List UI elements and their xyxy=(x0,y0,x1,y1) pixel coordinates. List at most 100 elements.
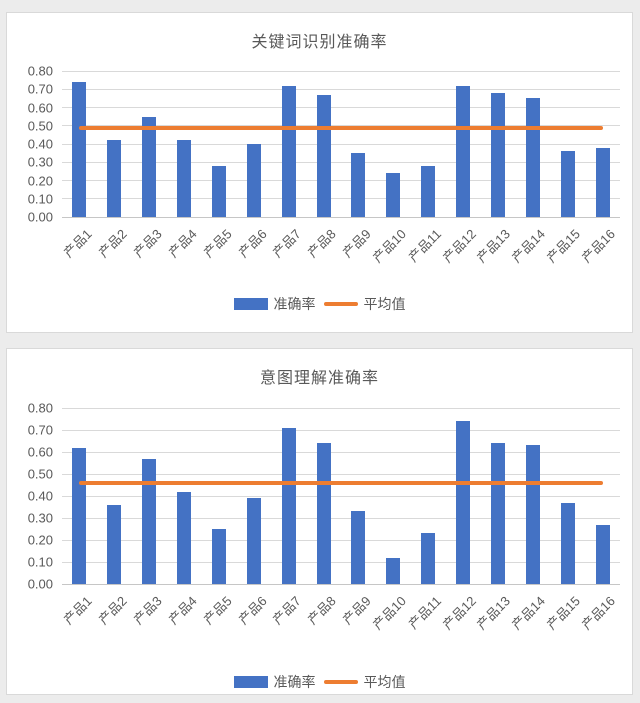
x-axis-label: 产品7 xyxy=(270,226,305,261)
x-axis-slot: 产品7 xyxy=(270,221,306,279)
gridline xyxy=(62,429,620,431)
x-axis-slot: 产品4 xyxy=(166,221,202,279)
bar-产品6 xyxy=(246,144,261,217)
legend-label: 准确率 xyxy=(273,296,316,312)
bar-slot xyxy=(132,408,167,584)
bar-slot xyxy=(515,71,550,217)
bar-产品8 xyxy=(316,94,331,217)
bar-slot xyxy=(411,408,446,584)
bar-slot xyxy=(515,408,550,584)
x-axis-slot: 产品5 xyxy=(200,221,237,279)
x-axis-label: 产品4 xyxy=(165,593,200,628)
bar-slot xyxy=(132,71,167,217)
y-axis: 0.00 0.10 0.20 0.30 0.40 0.50 0.60 0.70 0.80 xyxy=(7,64,55,225)
bar-产品7 xyxy=(281,427,296,584)
bar-slot xyxy=(446,408,481,584)
bar-产品11 xyxy=(421,533,436,584)
x-axis-label: 产品6 xyxy=(235,593,270,628)
bar-产品2 xyxy=(107,504,122,584)
legend-line-swatch xyxy=(323,680,358,684)
chart-title: 关键词识别准确率 xyxy=(251,34,388,51)
x-axis-slot: 产品6 xyxy=(235,588,271,646)
bar-series xyxy=(62,71,620,217)
gridline xyxy=(62,473,620,475)
plot-area xyxy=(62,70,620,218)
gridline xyxy=(62,70,620,72)
x-axis-slot: 产品4 xyxy=(166,588,202,646)
intent-accuracy-chart-panel: 意图理解准确率 0.00 0.10 0.20 0.30 0.40 0.50 0.60 0.70… xyxy=(6,348,633,695)
bar-产品11 xyxy=(421,165,436,217)
bar-产品13 xyxy=(490,443,505,584)
x-axis-label: 产品5 xyxy=(200,593,235,628)
x-axis-slot: 产品3 xyxy=(131,221,167,279)
y-axis-tick-label: 0.40 xyxy=(27,136,53,152)
legend-label: 平均值 xyxy=(363,296,406,312)
x-axis-slot: 产品3 xyxy=(131,588,167,646)
x-axis-slot: 产品7 xyxy=(270,588,306,646)
x-axis-slot: 产品8 xyxy=(305,588,341,646)
gridline xyxy=(62,161,620,163)
legend-label: 准确率 xyxy=(273,674,316,690)
bar-产品12 xyxy=(456,85,471,217)
bar-slot xyxy=(550,408,585,584)
bar-产品9 xyxy=(351,153,366,217)
y-axis-tick-label: 0.00 xyxy=(27,576,53,592)
bar-产品3 xyxy=(142,116,157,217)
y-axis-tick-label: 0.60 xyxy=(27,444,53,460)
bar-series xyxy=(62,408,620,584)
y-axis-tick-label: 0.20 xyxy=(27,532,53,548)
gridline xyxy=(62,143,620,145)
bar-产品13 xyxy=(490,92,505,217)
x-axis-slot: 产品8 xyxy=(305,221,341,279)
x-axis-label: 产品5 xyxy=(200,226,235,261)
bar-产品5 xyxy=(211,165,226,217)
x-axis-labels: 产品1 产品2 产品3 产品4 产品5 产品6 产品7 产品8 产品9 产品10 产品11 产品12 产… xyxy=(61,588,620,646)
bar-产品3 xyxy=(142,458,157,584)
bar-slot xyxy=(446,71,481,217)
bar-slot xyxy=(97,408,132,584)
gridline xyxy=(62,88,620,90)
chart-legend: 准确率 平均值 xyxy=(7,294,632,314)
bar-slot xyxy=(585,71,620,217)
x-axis-slot: 产品5 xyxy=(200,588,237,646)
bar-slot xyxy=(376,71,411,217)
bar-产品6 xyxy=(246,498,261,584)
y-axis-tick-label: 0.50 xyxy=(27,118,53,134)
bar-产品1 xyxy=(72,81,87,217)
bar-产品10 xyxy=(386,173,401,217)
x-axis-labels: 产品1 产品2 产品3 产品4 产品5 产品6 产品7 产品8 产品9 产品10 产品11 产品12 产… xyxy=(60,221,620,279)
bar-slot xyxy=(202,408,237,584)
bar-slot xyxy=(411,71,446,217)
gridline xyxy=(62,539,620,541)
y-axis-tick-label: 0.30 xyxy=(27,510,53,526)
bar-slot xyxy=(306,71,341,217)
legend-item: 平均值 xyxy=(323,294,406,314)
bar-slot xyxy=(202,71,237,217)
legend-item: 准确率 xyxy=(233,672,316,692)
bar-slot xyxy=(481,71,516,217)
chart-legend: 准确率 平均值 xyxy=(7,672,632,692)
bar-产品16 xyxy=(595,147,610,217)
legend-bar-swatch xyxy=(233,298,268,310)
x-axis-label: 产品2 xyxy=(95,593,130,628)
gridline xyxy=(62,198,620,200)
bar-产品15 xyxy=(560,502,575,584)
y-axis-tick-label: 0.80 xyxy=(27,63,53,79)
bar-产品12 xyxy=(456,421,471,584)
bar-产品4 xyxy=(177,491,192,584)
gridline xyxy=(62,216,620,218)
legend-item: 平均值 xyxy=(323,672,406,692)
bar-slot xyxy=(341,71,376,217)
bar-slot xyxy=(236,408,271,584)
average-line xyxy=(79,125,603,130)
bar-产品16 xyxy=(595,524,610,584)
bar-产品7 xyxy=(281,85,296,217)
x-axis-label: 产品7 xyxy=(270,593,305,628)
y-axis-tick-label: 0.60 xyxy=(27,100,53,115)
x-axis-label: 产品1 xyxy=(60,226,95,261)
y-axis-tick-label: 0.50 xyxy=(27,466,53,482)
bar-产品4 xyxy=(177,140,192,217)
bar-产品1 xyxy=(72,447,87,584)
average-line xyxy=(79,480,603,485)
bar-产品5 xyxy=(211,529,226,584)
